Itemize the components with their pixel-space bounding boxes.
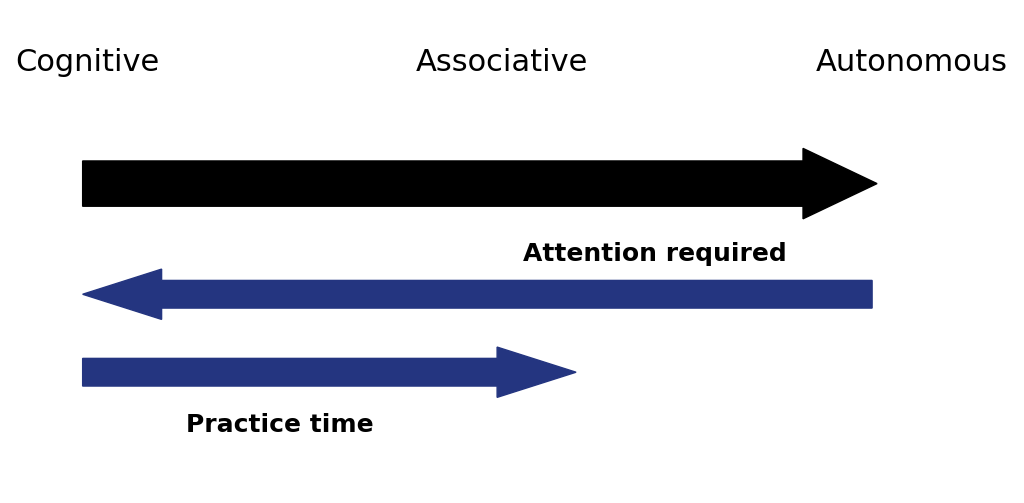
Text: Associative: Associative bbox=[416, 48, 588, 77]
Text: Practice time: Practice time bbox=[186, 413, 374, 437]
FancyArrow shape bbox=[83, 148, 877, 219]
Text: Attention required: Attention required bbox=[523, 242, 786, 266]
Text: Cognitive: Cognitive bbox=[15, 48, 160, 77]
FancyArrow shape bbox=[83, 269, 872, 319]
FancyArrow shape bbox=[83, 347, 577, 397]
Text: Autonomous: Autonomous bbox=[815, 48, 1008, 77]
